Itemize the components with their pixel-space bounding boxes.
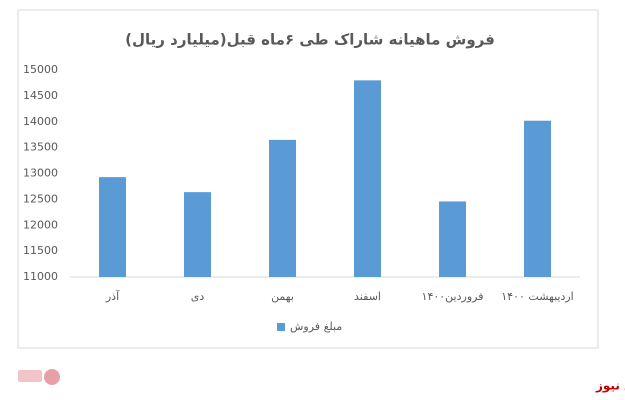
watermark-logo: [18, 369, 60, 385]
chart-title: فروش ماهیانه شاراک طی ۶ماه قبل(میلیارد ر…: [125, 31, 495, 49]
x-tick-label: اسفند: [354, 290, 381, 303]
legend-swatch: [277, 323, 285, 331]
y-tick-label: 11000: [23, 270, 58, 283]
x-tick-label: اردیبهشت ۱۴۰۰: [501, 290, 573, 303]
y-tick-label: 13500: [23, 141, 58, 154]
bar: [99, 177, 126, 277]
bar: [184, 192, 211, 277]
y-tick-label: 15000: [23, 63, 58, 76]
x-tick-label: دی: [191, 290, 205, 303]
bar: [354, 80, 381, 277]
y-tick-label: 13000: [23, 167, 58, 180]
legend-label: مبلغ فروش: [290, 320, 342, 333]
y-tick-label: 12500: [23, 192, 58, 205]
y-tick-label: 12000: [23, 218, 58, 231]
bar: [524, 120, 551, 277]
source: بورس نیوز: [595, 379, 625, 394]
x-tick-label: فروردین۱۴۰۰: [422, 290, 484, 303]
y-tick-label: 14500: [23, 89, 58, 102]
x-tick-label: آذر: [105, 289, 120, 303]
y-tick-label: 14000: [23, 115, 58, 128]
x-tick-label: بهمن: [271, 290, 294, 303]
y-tick-label: 11500: [23, 244, 58, 257]
bar: [439, 201, 466, 277]
bar: [269, 139, 296, 277]
